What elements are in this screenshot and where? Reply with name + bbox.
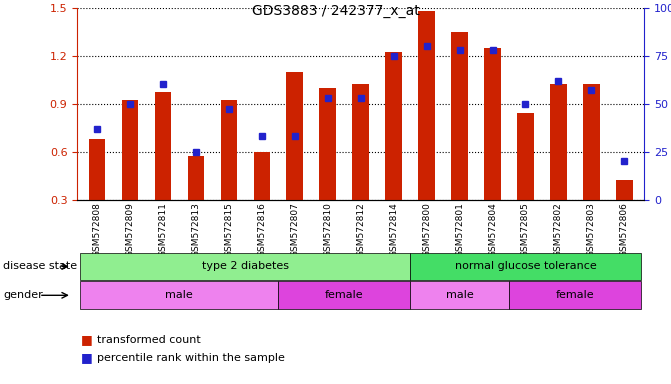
Bar (221, 101, 237, 200)
Bar (418, 11, 435, 200)
Bar (352, 84, 369, 200)
Bar (154, 93, 171, 200)
Text: GDS3883 / 242377_x_at: GDS3883 / 242377_x_at (252, 4, 419, 18)
Bar (484, 48, 501, 200)
Bar (254, 152, 270, 200)
Bar (287, 72, 303, 200)
Text: male: male (446, 290, 474, 300)
Text: normal glucose tolerance: normal glucose tolerance (455, 262, 597, 271)
Text: ■: ■ (81, 351, 93, 364)
Bar (89, 139, 105, 200)
Bar (583, 84, 600, 200)
Bar (517, 113, 533, 200)
Text: gender: gender (3, 290, 43, 300)
Bar (452, 32, 468, 200)
Bar (550, 84, 567, 200)
Text: female: female (556, 290, 595, 300)
Bar (385, 53, 402, 200)
Bar (188, 156, 204, 200)
Text: transformed count: transformed count (97, 335, 201, 345)
Text: female: female (325, 290, 364, 300)
Text: percentile rank within the sample: percentile rank within the sample (97, 353, 285, 363)
Text: disease state: disease state (3, 262, 77, 271)
Text: type 2 diabetes: type 2 diabetes (202, 262, 289, 271)
Bar (616, 180, 633, 200)
Bar (319, 88, 336, 200)
Bar (121, 101, 138, 200)
Text: male: male (166, 290, 193, 300)
Text: ■: ■ (81, 333, 93, 346)
